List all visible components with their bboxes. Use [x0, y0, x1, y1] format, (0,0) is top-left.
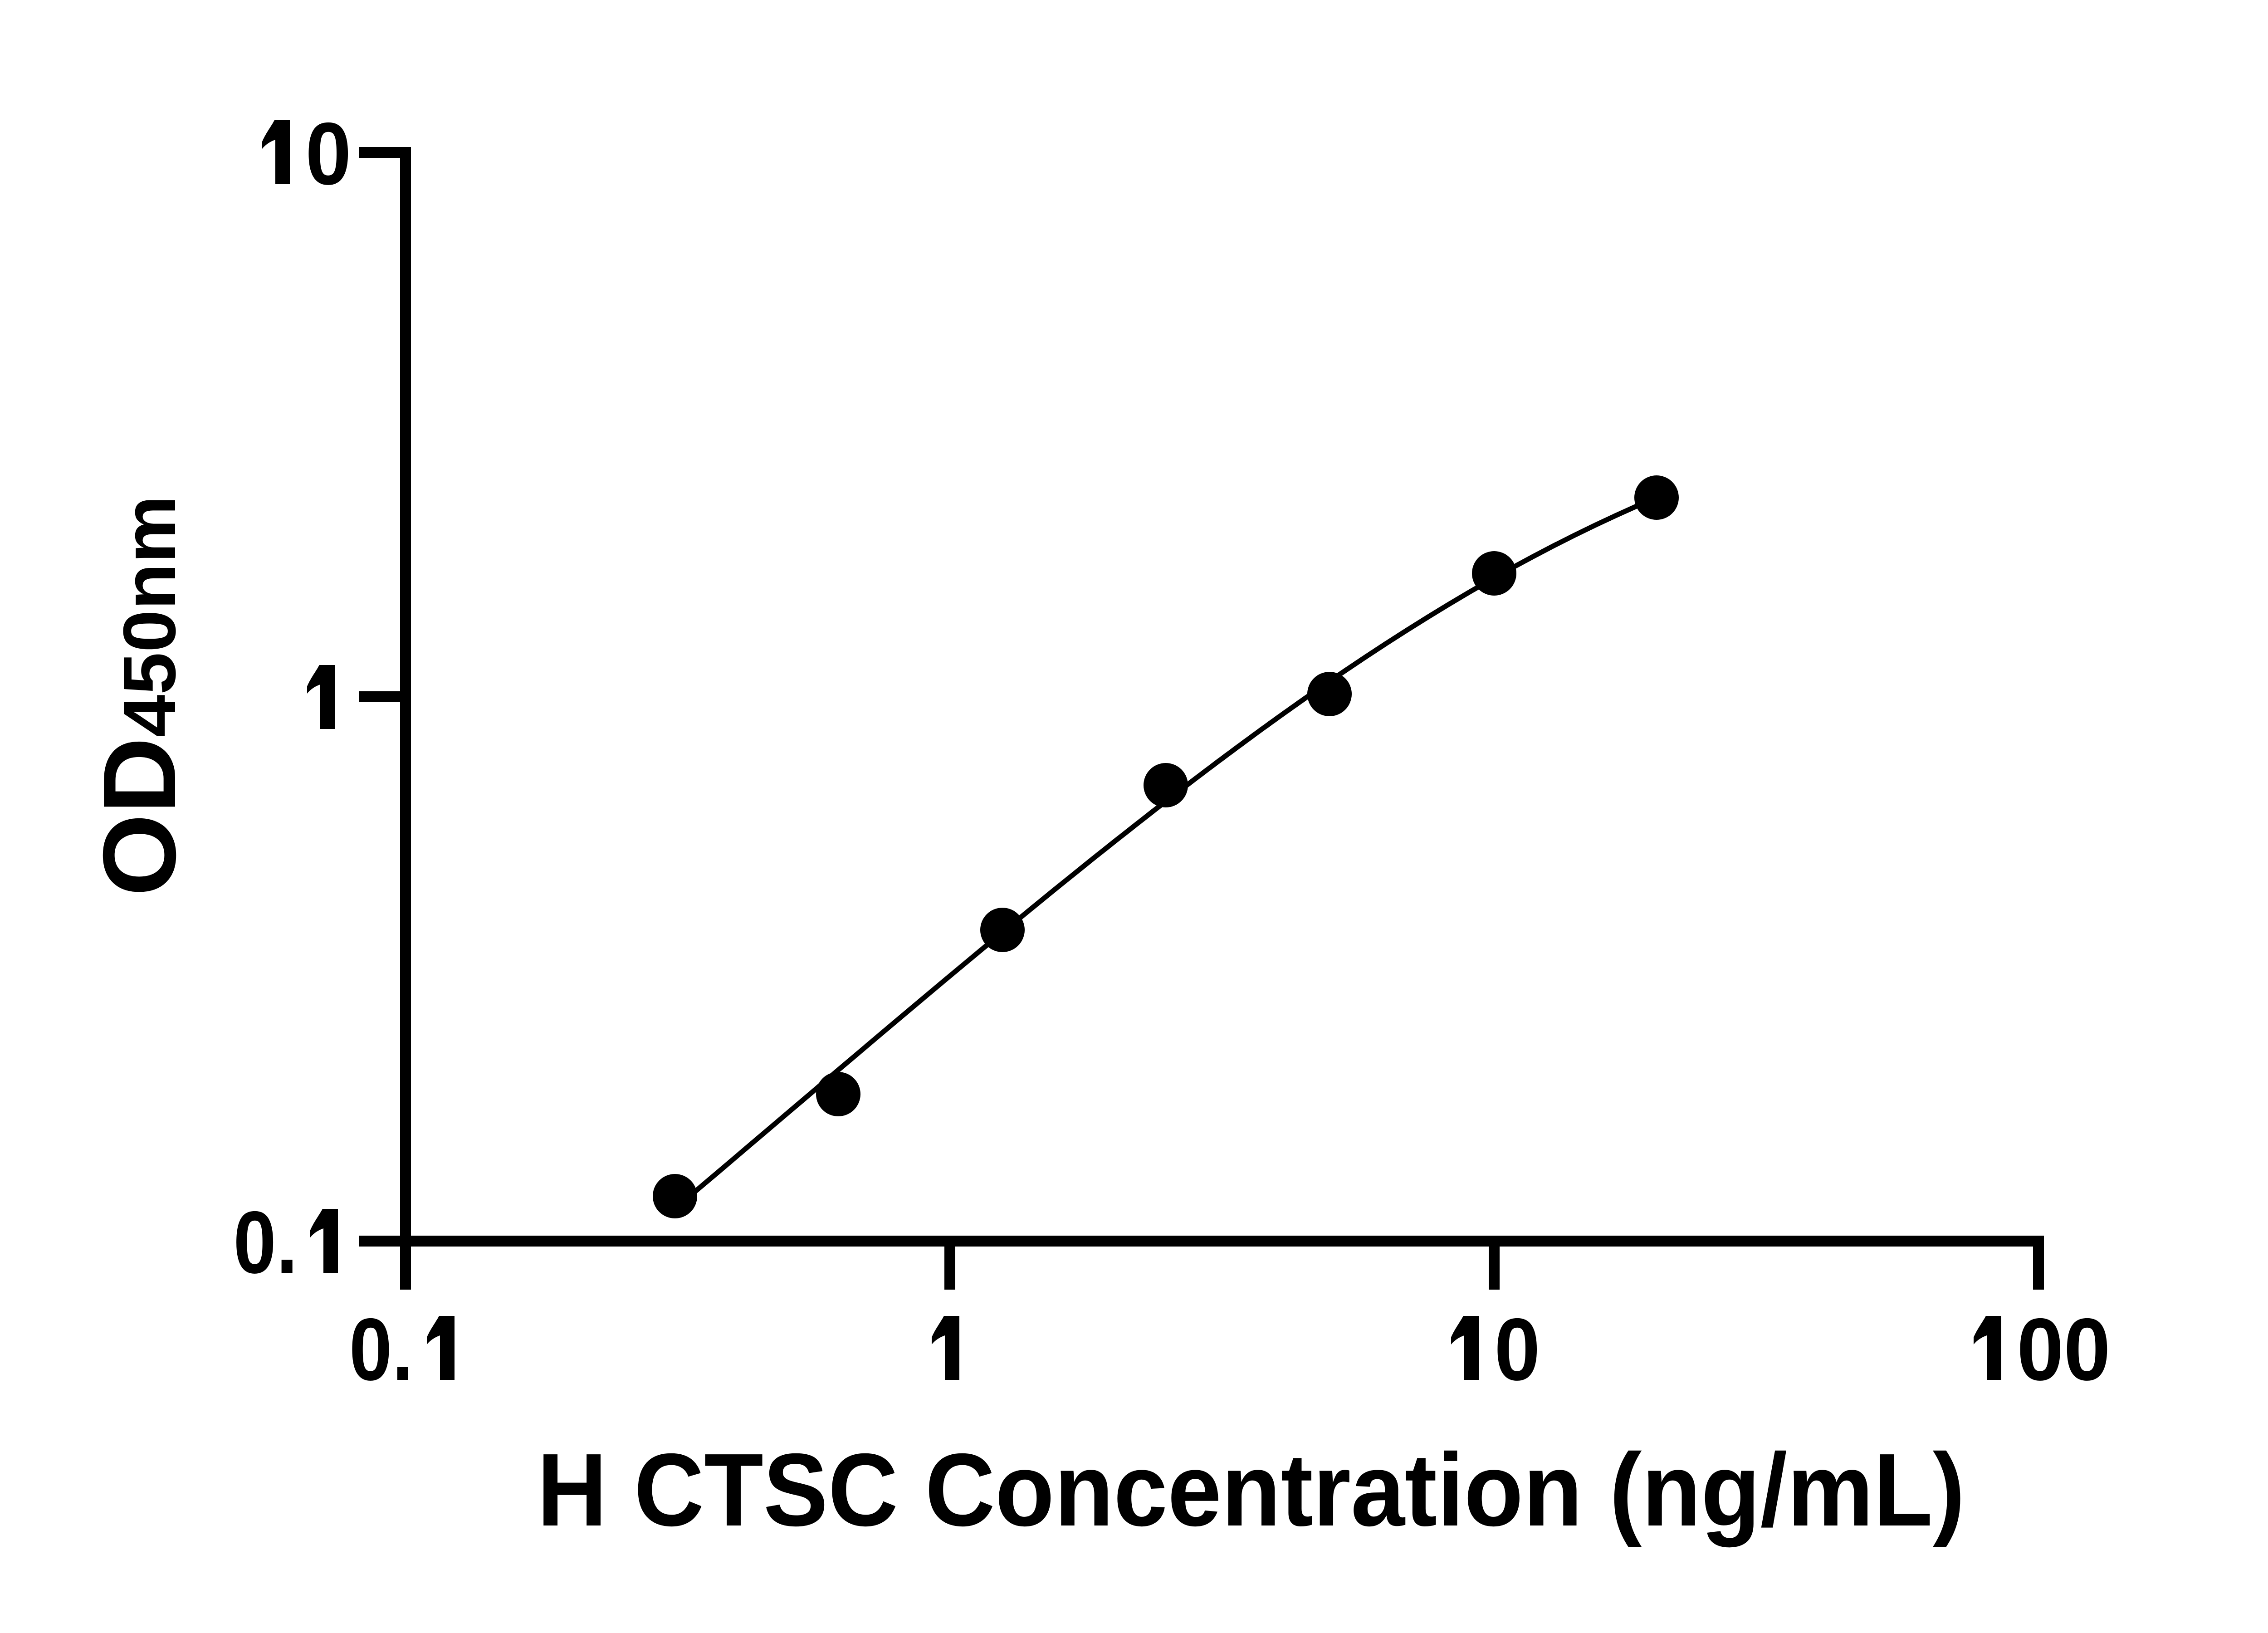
svg-text:00: 00 — [2017, 1301, 2110, 1399]
svg-text:0.: 0. — [349, 1300, 414, 1398]
svg-text:OD450nm: OD450nm — [82, 495, 197, 896]
svg-text:H CTSC Concentration (ng/mL): H CTSC Concentration (ng/mL) — [537, 1432, 1965, 1548]
svg-text:0: 0 — [305, 104, 351, 203]
svg-text:0.: 0. — [233, 1193, 298, 1291]
svg-text:0: 0 — [1494, 1300, 1540, 1398]
